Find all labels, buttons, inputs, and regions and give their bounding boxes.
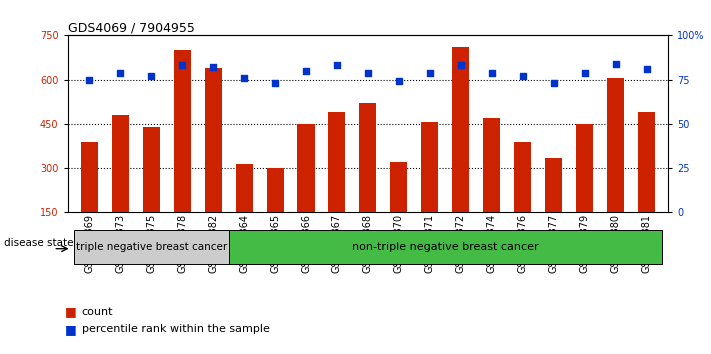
- Bar: [483, 118, 501, 257]
- Bar: [576, 124, 593, 257]
- Text: disease state: disease state: [4, 238, 73, 249]
- Bar: [328, 112, 346, 257]
- Bar: [422, 122, 439, 257]
- Text: ■: ■: [65, 323, 77, 336]
- Text: triple negative breast cancer: triple negative breast cancer: [75, 242, 227, 252]
- Bar: [173, 50, 191, 257]
- Point: [269, 80, 281, 86]
- Bar: [514, 142, 531, 257]
- Text: percentile rank within the sample: percentile rank within the sample: [82, 324, 269, 334]
- Point: [579, 70, 590, 75]
- Bar: [452, 47, 469, 257]
- Bar: [607, 78, 624, 257]
- Text: non-triple negative breast cancer: non-triple negative breast cancer: [352, 242, 539, 252]
- Bar: [235, 164, 252, 257]
- Text: GDS4069 / 7904955: GDS4069 / 7904955: [68, 21, 194, 34]
- Point: [300, 68, 311, 74]
- Bar: [545, 158, 562, 257]
- Point: [486, 70, 498, 75]
- Point: [146, 73, 157, 79]
- Bar: [205, 68, 222, 257]
- Point: [176, 63, 188, 68]
- Point: [83, 77, 95, 82]
- Bar: [81, 142, 97, 257]
- Point: [455, 63, 466, 68]
- Point: [393, 79, 405, 84]
- Text: count: count: [82, 307, 113, 316]
- Point: [114, 70, 126, 75]
- Text: ■: ■: [65, 305, 77, 318]
- Point: [548, 80, 560, 86]
- Bar: [390, 162, 407, 257]
- Point: [424, 70, 436, 75]
- Point: [208, 64, 219, 70]
- Point: [363, 70, 374, 75]
- Bar: [638, 112, 655, 257]
- Bar: [360, 103, 376, 257]
- Point: [610, 61, 621, 67]
- Point: [331, 63, 343, 68]
- Point: [238, 75, 250, 81]
- Bar: [267, 168, 284, 257]
- Point: [641, 66, 653, 72]
- Bar: [143, 127, 160, 257]
- Bar: [112, 115, 129, 257]
- Point: [517, 73, 528, 79]
- Bar: [297, 124, 314, 257]
